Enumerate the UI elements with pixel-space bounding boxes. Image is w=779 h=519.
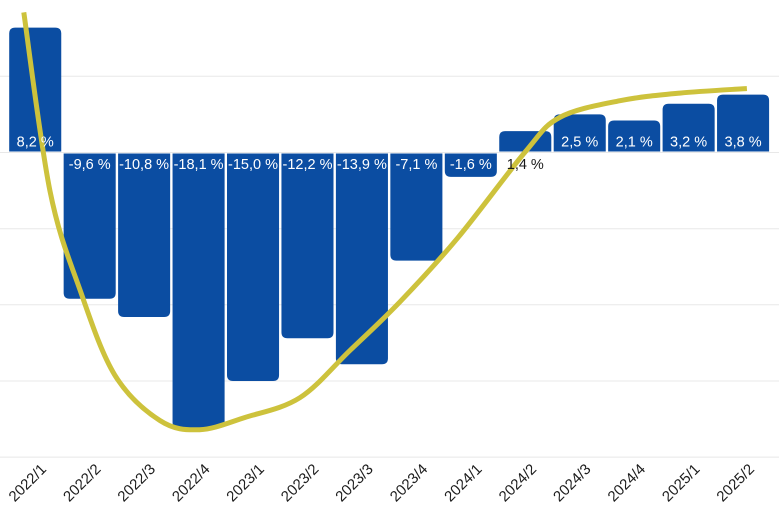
x-tick-label: 2023/4: [387, 461, 431, 505]
trend-line: [21, 12, 748, 433]
trend-curve: [21, 12, 748, 433]
bar-value-label: -15,0 %: [228, 157, 278, 173]
x-tick-label: 2022/1: [6, 461, 50, 505]
bar-2024-4: [608, 120, 661, 152]
bar-value-label: -7,1 %: [395, 157, 437, 173]
bar-2024-1: [444, 153, 497, 177]
bar-2025-2: [717, 94, 770, 152]
x-tick-label: 2024/3: [550, 461, 594, 505]
bar-value-label: 2,5 %: [561, 135, 598, 151]
bar-2024-3: [553, 114, 606, 152]
x-tick-label: 2023/3: [332, 461, 376, 505]
bar-value-label: 2,1 %: [616, 135, 653, 151]
x-tick-label: 2023/2: [278, 461, 322, 505]
x-tick-label: 2025/2: [713, 461, 757, 505]
bar-2023-2: [281, 153, 334, 339]
bar-2023-3: [335, 153, 388, 365]
bar-value-label: 8,2 %: [17, 135, 54, 151]
bar-value-label: -18,1 %: [174, 157, 224, 173]
bar-2022-4: [172, 153, 225, 429]
bar-value-labels: 8,2 %-9,6 % -10,8 % -18,1 % -15,0 % -12,2 % -…: [17, 135, 762, 174]
x-tick-label: 2024/1: [441, 461, 485, 505]
bar-2022-3: [118, 153, 171, 317]
gridlines: [0, 75, 779, 458]
x-tick-label: 2022/3: [114, 461, 158, 505]
x-tick-label: 2022/2: [60, 461, 104, 505]
bar-series: [9, 27, 770, 429]
x-tick-label: 2024/2: [496, 461, 540, 505]
bar-2022-2: [63, 153, 116, 299]
bar-value-label: 3,2 %: [670, 135, 707, 151]
x-axis-labels: 2022/1 2022/2 2022/3 2022/4 2023/1 2023/2 2023…: [6, 461, 758, 505]
bar-value-label: -9,6 %: [69, 157, 111, 173]
x-tick-label: 2023/1: [223, 461, 267, 505]
bar-2023-1: [227, 153, 280, 381]
x-tick-label: 2024/4: [605, 461, 649, 505]
bar-value-label: -13,9 %: [337, 157, 387, 173]
bar-value-label: 1,4 %: [507, 157, 544, 173]
bar-value-label: 3,8 %: [725, 135, 762, 151]
bar-value-label: -12,2 %: [283, 157, 333, 173]
bar-value-label: -1,6 %: [450, 157, 492, 173]
bar-value-label: -10,8 %: [119, 157, 169, 173]
bar-2023-4: [390, 153, 443, 261]
x-tick-label: 2022/4: [169, 461, 213, 505]
bar-2025-1: [662, 103, 715, 152]
x-tick-label: 2025/1: [659, 461, 703, 505]
